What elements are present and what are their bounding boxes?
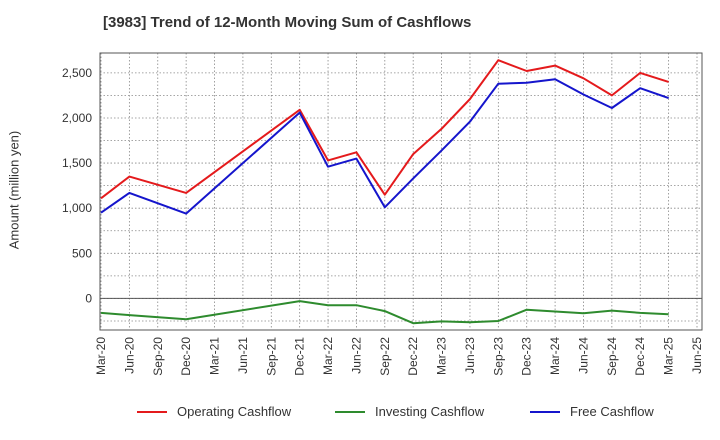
x-tick-label: Sep-21 [264, 337, 278, 376]
x-tick-label: Dec-23 [520, 337, 534, 376]
x-tick-label: Mar-21 [208, 337, 222, 375]
x-tick-label: Jun-25 [690, 337, 704, 374]
y-tick-label: 2,000 [62, 111, 92, 125]
series-lines [100, 59, 669, 325]
y-tick-labels: 0 500 1,000 1,500 2,000 2,500 [62, 66, 92, 306]
legend-label-investing: Investing Cashflow [375, 404, 485, 419]
x-tick-label: Mar-22 [321, 337, 335, 375]
y-tick-label: 1,000 [62, 201, 92, 215]
legend-swatch-investing [335, 410, 365, 413]
series-line-operating-cashflow [100, 59, 669, 200]
x-tick-label: Dec-24 [633, 337, 647, 376]
x-tick-label: Mar-24 [548, 337, 562, 375]
x-tick-label: Jun-24 [576, 337, 590, 374]
x-tick-label: Sep-24 [605, 337, 619, 376]
x-tick-label: Sep-20 [151, 337, 165, 376]
y-tick-label: 2,500 [62, 66, 92, 80]
x-tick-label: Dec-22 [406, 337, 420, 376]
plot-frame [99, 52, 703, 331]
legend: Operating Cashflow Investing Cashflow Fr… [0, 404, 720, 426]
x-tick-label: Mar-25 [662, 337, 676, 375]
x-tick-label: Jun-23 [463, 337, 477, 374]
x-tick-label: Mar-23 [435, 337, 449, 375]
x-tick-label: Jun-22 [349, 337, 363, 374]
legend-swatch-operating [137, 410, 167, 413]
x-tick-label: Sep-22 [378, 337, 392, 376]
x-tick-label: Dec-21 [293, 337, 307, 376]
series-line-free-cashflow [100, 78, 669, 215]
y-tick-label: 500 [72, 246, 92, 260]
x-tick-labels: Mar-20 Jun-20 Sep-20 Dec-20 Mar-21 Jun-21 Sep-… [94, 337, 704, 376]
series-line-investing-cashflow [100, 300, 669, 325]
legend-swatch-free [530, 410, 560, 413]
grid [100, 53, 702, 330]
x-tick-label: Jun-20 [122, 337, 136, 374]
x-tick-label: Dec-20 [179, 337, 193, 376]
x-tick-label: Sep-23 [491, 337, 505, 376]
y-tick-label: 0 [85, 291, 92, 305]
legend-item-operating: Operating Cashflow [137, 404, 291, 419]
legend-item-investing: Investing Cashflow [335, 404, 484, 419]
x-tick-label: Jun-21 [236, 337, 250, 374]
legend-label-free: Free Cashflow [570, 404, 654, 419]
x-tick-label: Mar-20 [94, 337, 108, 375]
y-tick-label: 1,500 [62, 156, 92, 170]
legend-label-operating: Operating Cashflow [177, 404, 292, 419]
legend-item-free: Free Cashflow [530, 404, 654, 419]
chart-title: [3983] Trend of 12-Month Moving Sum of C… [103, 14, 472, 31]
